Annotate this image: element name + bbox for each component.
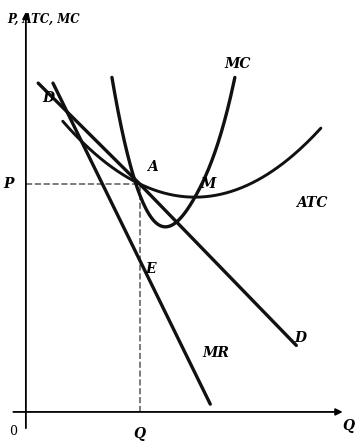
Text: D: D [43, 91, 55, 105]
Text: Q: Q [134, 427, 146, 441]
Text: P, ATC, MC: P, ATC, MC [7, 13, 80, 26]
Text: D: D [295, 331, 307, 345]
Text: E: E [146, 262, 156, 276]
Text: 0: 0 [10, 425, 17, 438]
Text: A: A [147, 160, 158, 174]
Text: MC: MC [224, 57, 251, 71]
Text: MR: MR [203, 346, 230, 360]
Text: ATC: ATC [296, 196, 328, 210]
Text: Q: Q [342, 419, 355, 433]
Text: P: P [3, 177, 14, 191]
Text: M: M [200, 178, 216, 191]
